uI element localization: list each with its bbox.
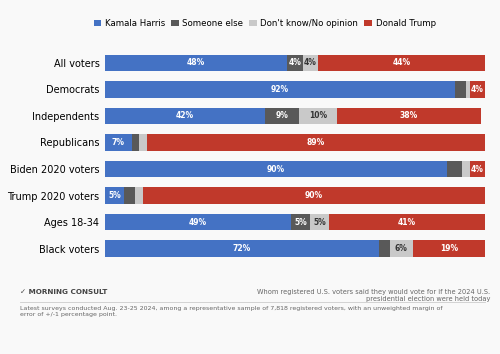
Bar bbox=[105, 240, 378, 257]
Text: 44%: 44% bbox=[392, 58, 410, 67]
Text: 7%: 7% bbox=[112, 138, 125, 147]
Bar bbox=[310, 214, 329, 230]
Bar bbox=[447, 161, 462, 177]
Bar bbox=[105, 161, 447, 177]
Text: Whom registered U.S. voters said they would vote for if the 2024 U.S.
presidenti: Whom registered U.S. voters said they wo… bbox=[257, 289, 490, 302]
Bar bbox=[105, 55, 288, 71]
Text: 9%: 9% bbox=[276, 112, 288, 120]
Bar bbox=[329, 214, 485, 230]
Text: 72%: 72% bbox=[232, 244, 251, 253]
Bar bbox=[139, 134, 147, 151]
Bar bbox=[105, 134, 132, 151]
Text: 89%: 89% bbox=[307, 138, 325, 147]
Bar bbox=[132, 134, 139, 151]
Bar bbox=[299, 108, 337, 124]
Bar bbox=[454, 81, 466, 98]
Bar bbox=[143, 187, 485, 204]
Text: 5%: 5% bbox=[294, 218, 307, 227]
Text: 48%: 48% bbox=[187, 58, 206, 67]
Bar bbox=[470, 161, 485, 177]
Text: 4%: 4% bbox=[288, 58, 302, 67]
Bar bbox=[147, 134, 485, 151]
Text: ✓ MORNING CONSULT: ✓ MORNING CONSULT bbox=[20, 289, 108, 295]
Bar bbox=[105, 214, 291, 230]
Text: 49%: 49% bbox=[189, 218, 207, 227]
Text: 38%: 38% bbox=[400, 112, 418, 120]
Text: 41%: 41% bbox=[398, 218, 416, 227]
Bar bbox=[105, 108, 264, 124]
Bar bbox=[470, 81, 485, 98]
Bar bbox=[264, 108, 299, 124]
Bar bbox=[105, 81, 455, 98]
Bar bbox=[291, 214, 310, 230]
Bar bbox=[337, 108, 481, 124]
Text: 5%: 5% bbox=[314, 218, 326, 227]
Bar bbox=[466, 81, 470, 98]
Bar bbox=[378, 240, 390, 257]
Text: 90%: 90% bbox=[305, 191, 323, 200]
Text: Latest surveys conducted Aug. 23-25 2024, among a representative sample of 7,818: Latest surveys conducted Aug. 23-25 2024… bbox=[20, 306, 442, 317]
Text: 10%: 10% bbox=[308, 112, 327, 120]
Text: 6%: 6% bbox=[395, 244, 408, 253]
Legend: Kamala Harris, Someone else, Don't know/No opinion, Donald Trump: Kamala Harris, Someone else, Don't know/… bbox=[90, 16, 439, 32]
Text: 4%: 4% bbox=[471, 85, 484, 94]
Text: 4%: 4% bbox=[304, 58, 316, 67]
Bar bbox=[462, 161, 470, 177]
Bar bbox=[124, 187, 136, 204]
Text: 92%: 92% bbox=[270, 85, 289, 94]
Text: 4%: 4% bbox=[471, 165, 484, 173]
Bar bbox=[105, 187, 124, 204]
Text: 42%: 42% bbox=[176, 112, 194, 120]
Bar bbox=[318, 55, 485, 71]
Bar bbox=[302, 55, 318, 71]
Bar bbox=[390, 240, 413, 257]
Text: 5%: 5% bbox=[108, 191, 121, 200]
Bar bbox=[288, 55, 302, 71]
Text: 90%: 90% bbox=[267, 165, 285, 173]
Text: 19%: 19% bbox=[440, 244, 458, 253]
Bar bbox=[413, 240, 485, 257]
Bar bbox=[136, 187, 143, 204]
